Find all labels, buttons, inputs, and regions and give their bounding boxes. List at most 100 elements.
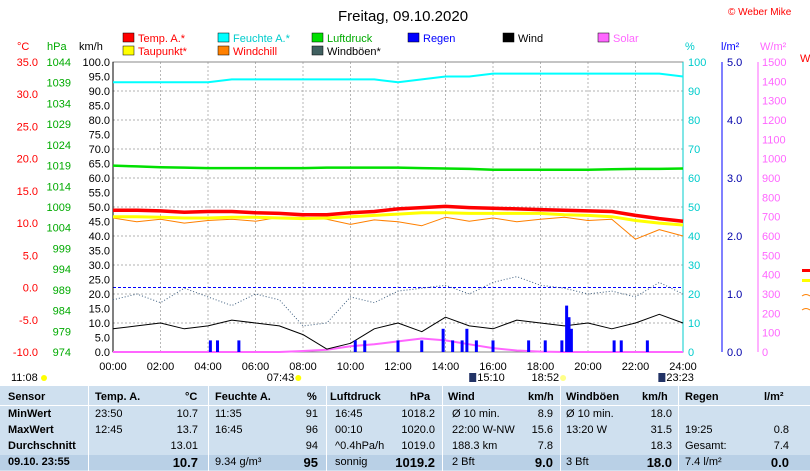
rain-bar (491, 340, 495, 352)
stats-cell: 91 (305, 408, 318, 420)
humidity-tick-label: 40 (688, 231, 700, 243)
legend-label: Windchill (233, 46, 277, 58)
temp-tick-label: -10.0 (13, 347, 38, 359)
stats-cell: sonnig (335, 456, 368, 468)
pressure-tick-label: 1014 (47, 181, 71, 193)
time-tick-label: 08:00 (289, 361, 317, 373)
rain-bar (645, 340, 649, 352)
time-tick-label: 24:00 (669, 361, 697, 373)
humidity-tick-label: 20 (688, 289, 700, 301)
pressure-tick-label: 1034 (47, 98, 71, 110)
stats-cell: 18.0 (646, 455, 672, 470)
moonset-time: 15:10 (477, 372, 505, 384)
stats-header-cell: Regen (685, 391, 719, 403)
rain-bar (451, 340, 455, 352)
stats-column-divider (88, 386, 89, 471)
series-wind (112, 313, 684, 350)
stats-cell: 22:00 W-NW (452, 424, 515, 436)
sunset-icon (560, 375, 567, 381)
stats-cell: Ø 10 min. (566, 408, 614, 420)
stats-cell: 9.0 (534, 455, 553, 470)
stats-row-label: MaxWert (8, 424, 54, 436)
pressure-tick-label: 1004 (47, 223, 71, 235)
solar-tick-label: 1100 (762, 134, 786, 146)
rain-bar (208, 340, 212, 352)
series-temp-a (113, 204, 684, 223)
pressure-tick-label: 994 (53, 264, 71, 276)
stats-cell: 13:20 W (566, 424, 607, 436)
wind-tick-label: 30.0 (89, 260, 110, 272)
time-tick-label: 20:00 (574, 361, 602, 373)
right-strip (801, 269, 810, 311)
solar-tick-label: 700 (762, 212, 780, 224)
wind-tick-label: 60.0 (89, 173, 110, 185)
stats-cell: 3 Bft (566, 456, 589, 468)
legend-swatch (311, 45, 324, 56)
pressure-tick-label: 984 (53, 306, 71, 318)
stats-header-cell: Wind (448, 391, 475, 403)
stats-column-divider (678, 386, 679, 471)
time-markers: 11:08 07:43 18:52 15:10 23:23 (11, 372, 694, 384)
solar-tick-label: 900 (762, 173, 780, 185)
temp-tick-label: 0.0 (23, 283, 38, 295)
rain-bar (396, 340, 400, 352)
pressure-tick-label: 1024 (47, 140, 71, 152)
wind-tick-label: 70.0 (89, 144, 110, 156)
rain-bar (560, 340, 564, 352)
legend-label: Feuchte A.* (233, 33, 291, 45)
time-tick-label: 06:00 (242, 361, 270, 373)
solar-unit-label: W/m² (760, 41, 787, 53)
humidity-tick-label: 80 (688, 115, 700, 127)
stats-cell: 18.0 (650, 408, 672, 420)
moonrise-time: 23:23 (666, 372, 694, 384)
wind-tick-label: 80.0 (89, 115, 110, 127)
wind-tick-label: 35.0 (89, 246, 110, 258)
temp-tick-label: 25.0 (17, 121, 38, 133)
stats-cell: 94 (305, 440, 318, 452)
pressure-tick-label: 974 (53, 347, 71, 359)
rain-bar (567, 317, 571, 352)
wind-tick-label: 10.0 (89, 318, 110, 330)
moonrise-icon (658, 373, 666, 382)
legend-label: Temp. A.* (138, 33, 186, 45)
solar-tick-label: 500 (762, 250, 780, 262)
rain-tick-label: 3.0 (727, 173, 742, 185)
rain-tick-label: 4.0 (727, 115, 742, 127)
stats-cell: 7.4 (773, 440, 789, 452)
stats-header-cell: % (307, 391, 317, 403)
stats-row-label: MinWert (8, 408, 52, 420)
solar-tick-label: 200 (762, 308, 780, 320)
legend-label: Regen (423, 33, 455, 45)
stats-row: 09.10. 23:55 10.7 9.34 g/m³ 95 sonnig 1019.2 2… (0, 455, 810, 470)
legend-swatch (217, 45, 230, 56)
series-feuchte-a (113, 72, 684, 84)
time-tick-label: 02:00 (147, 361, 175, 373)
stats-row-divider (0, 405, 810, 406)
wind-tick-label: 45.0 (89, 217, 110, 229)
stats-header-cell: hPa (410, 391, 431, 403)
solar-tick-label: 1300 (762, 96, 786, 108)
stats-column-divider (208, 386, 209, 471)
rain-bar (569, 328, 573, 352)
pressure-unit-label: hPa (47, 41, 67, 53)
stats-header-cell: Feuchte A. (215, 391, 271, 403)
rain-bar (543, 340, 547, 352)
series-layer (112, 72, 684, 353)
rain-bar (619, 340, 623, 352)
pressure-tick-label: 1044 (47, 57, 71, 69)
legend-swatch (122, 45, 135, 56)
humidity-tick-label: 70 (688, 144, 700, 156)
solar-tick-label: 300 (762, 289, 780, 301)
legend-swatch (597, 32, 610, 43)
humidity-tick-label: 60 (688, 173, 700, 185)
pressure-tick-label: 989 (53, 285, 71, 297)
chart-title: Freitag, 09.10.2020 (338, 8, 468, 25)
rain-bar (612, 340, 616, 352)
stats-cell: 188.3 km (452, 440, 498, 452)
rain-bar (420, 340, 424, 352)
pressure-tick-label: 979 (53, 326, 71, 338)
stats-cell: 12:45 (95, 424, 123, 436)
time-tick-label: 22:00 (622, 361, 650, 373)
sunrise-icon (295, 375, 302, 381)
stats-cell: 7.4 l/m² (685, 456, 722, 468)
